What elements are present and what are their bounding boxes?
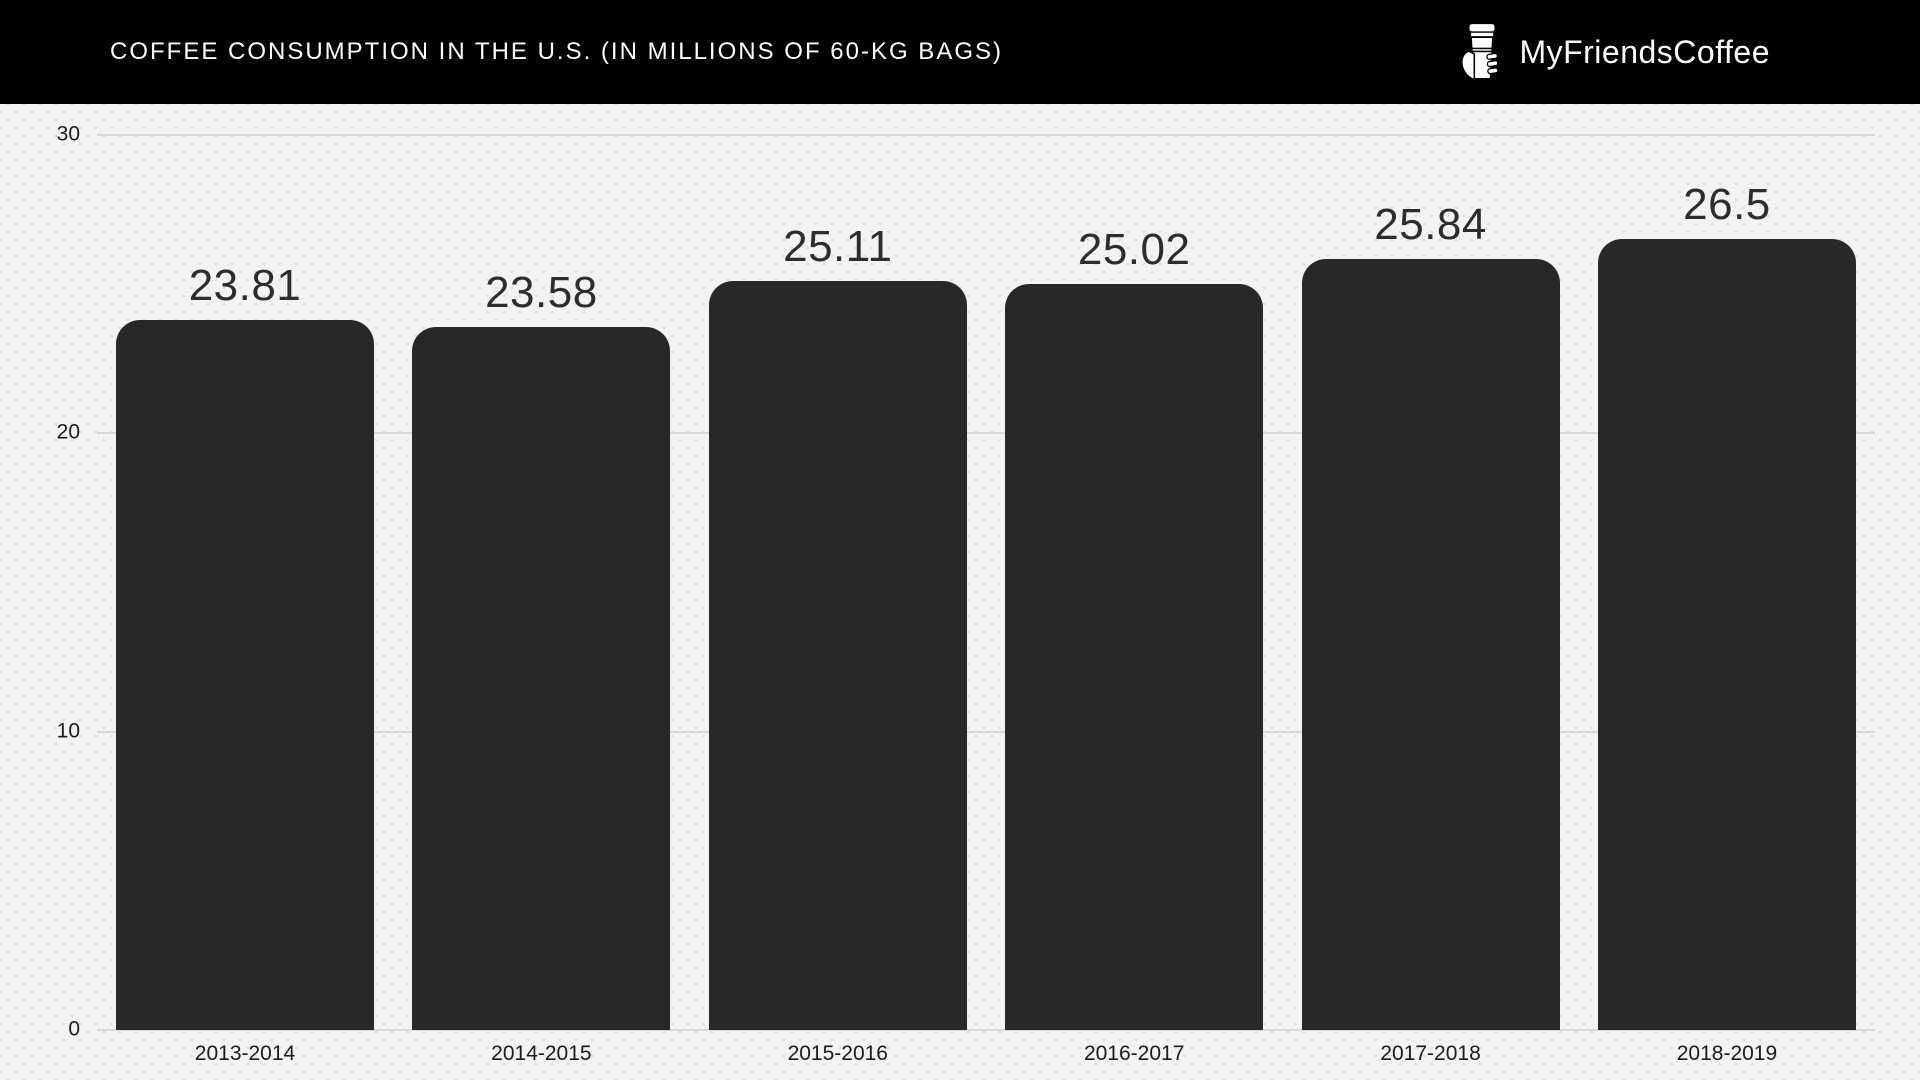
- bars-row: 23.81 23.58 25.11 25.02 25.84 26.5: [97, 135, 1875, 1030]
- coffee-cup-in-hand-icon: [1461, 24, 1500, 82]
- bar-group-2015-2016: 25.11: [690, 135, 986, 1030]
- gridline-10: [97, 730, 1875, 733]
- gridline-30: [97, 134, 1875, 136]
- bar-2015-2016: [708, 280, 967, 1030]
- y-tick-label-0: 0: [68, 1017, 80, 1041]
- y-tick-label-30: 30: [56, 122, 80, 146]
- x-tick-label-2014-2015: 2014-2015: [491, 1042, 592, 1065]
- bar-group-2017-2018: 25.84: [1283, 135, 1579, 1030]
- bar-group-2016-2017: 25.02: [986, 135, 1282, 1030]
- bar-group-2013-2014: 23.81: [97, 135, 393, 1030]
- bar-value-label: 25.02: [1077, 224, 1191, 274]
- x-tick-label-2013-2014: 2013-2014: [194, 1042, 296, 1065]
- brand-logo: MyFriendsCoffee: [1457, 21, 1770, 83]
- header-bar: COFFEE CONSUMPTION IN THE U.S. (IN MILLI…: [0, 0, 1920, 104]
- bar-2014-2015: [412, 326, 671, 1030]
- x-tick-label-2017-2018: 2017-2018: [1380, 1042, 1481, 1065]
- bar-value-label: 23.58: [485, 267, 598, 317]
- bar-value-label: 25.11: [783, 221, 893, 271]
- bar-2013-2014: [116, 319, 374, 1030]
- bar-group-2018-2019: 26.5: [1579, 135, 1875, 1030]
- x-tick-label-2018-2019: 2018-2019: [1676, 1042, 1778, 1065]
- gridline-20: [97, 432, 1875, 435]
- x-tick-label-2015-2016: 2015-2016: [787, 1042, 888, 1065]
- x-tick-label-2016-2017: 2016-2017: [1083, 1042, 1185, 1065]
- y-tick-label-10: 10: [56, 719, 80, 743]
- plot-area: 30 20 10 0 23.81 23.58 25.11 25.02 25.84 26.5 20…: [57, 123, 1875, 1065]
- x-axis-labels: 2013-2014 2014-2015 2015-2016 2016-2017 2017…: [97, 1042, 1875, 1066]
- brand-name: MyFriendsCoffee: [1519, 33, 1770, 70]
- bar-2016-2017: [1005, 283, 1264, 1030]
- bar-value-label: 23.81: [188, 260, 302, 310]
- bar-value-label: 26.5: [1683, 180, 1771, 230]
- chart-title: COFFEE CONSUMPTION IN THE U.S. (IN MILLI…: [110, 38, 1003, 65]
- bar-2018-2019: [1597, 239, 1856, 1030]
- y-tick-label-20: 20: [56, 420, 80, 444]
- bar-value-label: 25.84: [1374, 200, 1487, 250]
- gridline-0: [97, 1029, 1875, 1031]
- bar-group-2014-2015: 23.58: [393, 135, 689, 1030]
- bar-2017-2018: [1301, 259, 1560, 1030]
